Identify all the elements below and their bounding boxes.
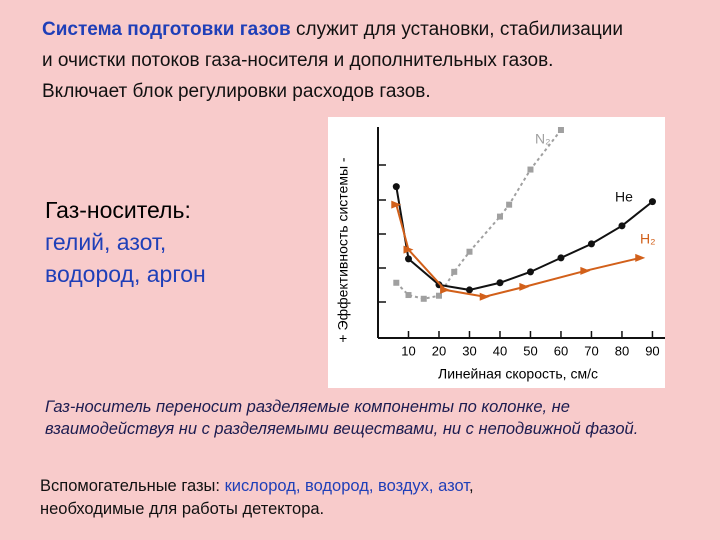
point	[393, 279, 400, 286]
carrier-line: водород, аргон	[45, 261, 206, 287]
point	[465, 286, 473, 294]
point	[618, 222, 626, 230]
carrier: Газ-носитель: гелий, азот, водород, арго…	[45, 194, 206, 290]
point	[405, 292, 412, 299]
x-tick-label: 30	[462, 343, 476, 358]
aux-gases: кислород, водород, воздух, азот	[224, 477, 469, 495]
point	[557, 127, 564, 133]
x-tick-label: 10	[401, 343, 415, 358]
point	[392, 183, 400, 191]
point	[451, 268, 458, 275]
y-tick-marks	[378, 164, 386, 303]
point	[435, 292, 442, 299]
x-tick-label: 40	[493, 343, 507, 358]
x-tick-label: 80	[615, 343, 629, 358]
series-line	[395, 186, 654, 291]
point	[440, 285, 451, 294]
x-tick-label: 70	[584, 343, 598, 358]
x-tick-label: 90	[645, 343, 659, 358]
header: Система подготовки газов служит для уста…	[42, 14, 632, 107]
carrier-line: гелий, азот,	[45, 229, 167, 255]
point	[506, 201, 513, 208]
note: Газ-носитель переносит разделяемые компо…	[45, 398, 639, 438]
point	[479, 292, 490, 301]
point	[587, 240, 595, 248]
chart-background	[328, 117, 665, 388]
carrier-title: Газ-носитель:	[45, 197, 191, 223]
point	[404, 255, 412, 263]
point	[391, 200, 402, 209]
point	[420, 295, 427, 302]
legend-label: He	[615, 189, 633, 205]
series-line	[395, 129, 562, 300]
x-axis-label: Линейная скорость, см/с	[438, 366, 598, 382]
point	[526, 268, 534, 276]
y-axis-label: + Эффективность системы -	[335, 157, 351, 342]
header-bold: Система подготовки газов	[42, 19, 291, 40]
point	[557, 254, 565, 262]
point	[519, 282, 530, 291]
chart: Линейная скорость, см/с + Эффективность …	[328, 117, 665, 388]
aux: Вспомогательные газы: кислород, водород,…	[40, 475, 560, 521]
point	[648, 198, 656, 206]
aux-rest: , необходимые для работы детектора.	[40, 477, 474, 518]
header-text: служит для установки, стабилизации и очи…	[42, 19, 623, 102]
aux-label: Вспомогательные газы:	[40, 477, 225, 495]
point	[496, 213, 503, 220]
legend-label: H₂	[640, 231, 656, 247]
point	[466, 248, 473, 255]
x-tick-label: 60	[554, 343, 568, 358]
point	[635, 253, 646, 262]
legend-label: N₂	[535, 131, 551, 147]
point	[580, 266, 591, 275]
point	[403, 245, 414, 254]
x-tick-label: 50	[523, 343, 537, 358]
point	[527, 166, 534, 173]
point	[496, 279, 504, 287]
x-tick-label: 20	[432, 343, 446, 358]
